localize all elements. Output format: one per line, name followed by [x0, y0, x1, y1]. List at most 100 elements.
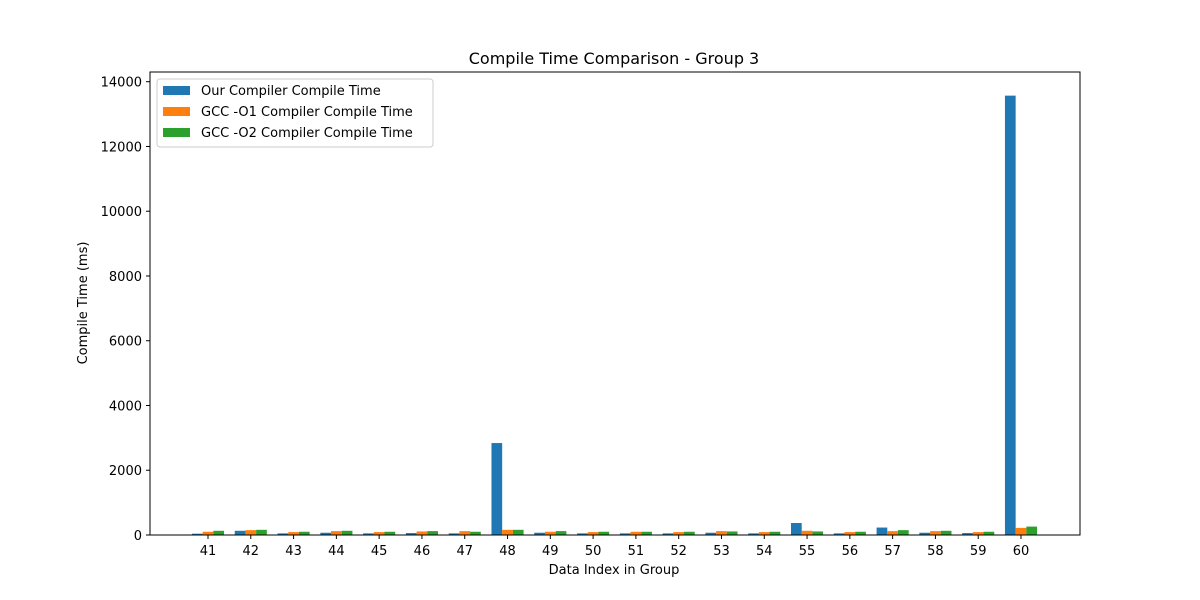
bar-54-series-2 [758, 532, 770, 535]
y-tick-label-4000: 4000 [109, 399, 142, 414]
x-tick-label-41: 41 [200, 544, 217, 559]
bar-46-series-1 [405, 533, 417, 535]
bar-43-series-2 [288, 532, 299, 535]
x-tick-label-55: 55 [799, 544, 816, 559]
bar-54-series-1 [748, 533, 759, 535]
legend: Our Compiler Compile Time GCC -O1 Compile… [156, 78, 434, 148]
bar-45-series-1 [363, 533, 374, 535]
bar-56-series-3 [855, 531, 866, 535]
bar-55-series-1 [791, 523, 802, 535]
bar-41-series-1 [191, 533, 203, 535]
bar-50-series-1 [577, 533, 588, 535]
x-tick-label-44: 44 [328, 544, 345, 559]
bar-44-series-3 [341, 530, 353, 535]
y-tick-label-8000: 8000 [109, 270, 142, 285]
bar-51-series-2 [630, 531, 642, 535]
legend-swatch-1 [163, 86, 190, 95]
bar-53-series-1 [705, 532, 717, 535]
bar-47-series-3 [470, 531, 481, 535]
x-tick-label-48: 48 [499, 544, 516, 559]
bar-42-series-1 [234, 530, 246, 535]
x-tick-label-57: 57 [884, 544, 901, 559]
bar-59-series-1 [962, 533, 973, 535]
x-axis-label: Data Index in Group [549, 563, 680, 578]
bar-58-series-2 [930, 531, 941, 535]
bar-44-series-1 [320, 532, 332, 535]
bar-45-series-2 [373, 532, 385, 535]
bar-48-series-2 [502, 529, 513, 535]
legend-box [156, 78, 434, 148]
bar-52-series-3 [684, 531, 695, 535]
plot-frame [149, 71, 1081, 536]
bar-47-series-2 [459, 531, 471, 535]
bar-59-series-2 [972, 532, 984, 535]
plot-area: 41 42 43 44 45 46 47 48 49 50 51 52 53 54 55 56 57 58 59 60… [101, 71, 1081, 559]
bar-43-series-1 [277, 533, 289, 535]
bar-44-series-2 [331, 531, 342, 535]
bar-53-series-2 [716, 531, 727, 535]
bar-46-series-3 [427, 531, 438, 535]
x-tick-label-49: 49 [542, 544, 559, 559]
bar-57-series-2 [887, 531, 898, 535]
bar-56-series-2 [844, 532, 856, 535]
bar-59-series-3 [983, 531, 995, 535]
bar-50-series-2 [587, 532, 599, 535]
bar-52-series-2 [673, 532, 685, 535]
x-tick-label-53: 53 [713, 544, 730, 559]
x-tick-label-60: 60 [1013, 544, 1030, 559]
x-tick-label-56: 56 [842, 544, 859, 559]
x-tick-label-59: 59 [970, 544, 987, 559]
legend-swatch-2 [163, 107, 190, 116]
bar-48-series-1 [491, 443, 503, 535]
y-tick-label-12000: 12000 [101, 140, 142, 155]
bar-43-series-3 [298, 531, 310, 535]
bar-55-series-2 [801, 530, 813, 535]
y-tick-label-6000: 6000 [109, 335, 142, 350]
x-tick-label-50: 50 [585, 544, 602, 559]
bar-41-series-2 [202, 531, 214, 535]
bar-58-series-1 [919, 532, 931, 535]
y-tick-label-0: 0 [134, 529, 142, 544]
y-axis-label: Compile Time (ms) [76, 242, 91, 365]
x-tick-label-52: 52 [670, 544, 687, 559]
x-tick-label-58: 58 [927, 544, 944, 559]
bar-54-series-3 [769, 531, 781, 535]
bar-51-series-1 [619, 533, 631, 535]
bar-48-series-3 [512, 529, 524, 535]
bar-60-series-2 [1015, 527, 1027, 535]
bar-49-series-3 [555, 531, 567, 535]
x-tick-label-43: 43 [285, 544, 302, 559]
bar-51-series-3 [641, 531, 652, 535]
x-tick-label-54: 54 [756, 544, 773, 559]
bar-53-series-3 [726, 531, 738, 535]
bar-58-series-3 [940, 530, 952, 535]
legend-swatch-3 [163, 128, 190, 137]
legend-label-2: GCC -O1 Compiler Compile Time [201, 105, 413, 120]
bar-41-series-3 [213, 530, 225, 535]
legend-label-1: Our Compiler Compile Time [201, 84, 381, 99]
x-tick-label-42: 42 [243, 544, 260, 559]
y-tick-label-2000: 2000 [109, 464, 142, 479]
bar-50-series-3 [598, 531, 610, 535]
bar-49-series-1 [534, 532, 545, 535]
y-tick-label-14000: 14000 [101, 76, 142, 91]
chart-title: Compile Time Comparison - Group 3 [469, 49, 759, 68]
x-tick-label-45: 45 [371, 544, 388, 559]
bar-60-series-1 [1004, 95, 1016, 535]
bar-60-series-3 [1026, 526, 1038, 535]
bar-57-series-3 [897, 530, 909, 535]
bar-56-series-1 [833, 533, 845, 535]
bar-45-series-3 [384, 531, 396, 535]
bar-57-series-1 [876, 527, 888, 535]
x-tick-label-51: 51 [628, 544, 645, 559]
x-tick-label-47: 47 [456, 544, 473, 559]
bar-49-series-2 [544, 531, 556, 535]
bar-52-series-1 [662, 533, 674, 535]
bar-47-series-1 [448, 533, 460, 535]
y-tick-label-10000: 10000 [101, 205, 142, 220]
x-tick-label-46: 46 [414, 544, 431, 559]
bar-46-series-2 [416, 531, 428, 535]
bar-42-series-3 [256, 529, 267, 535]
